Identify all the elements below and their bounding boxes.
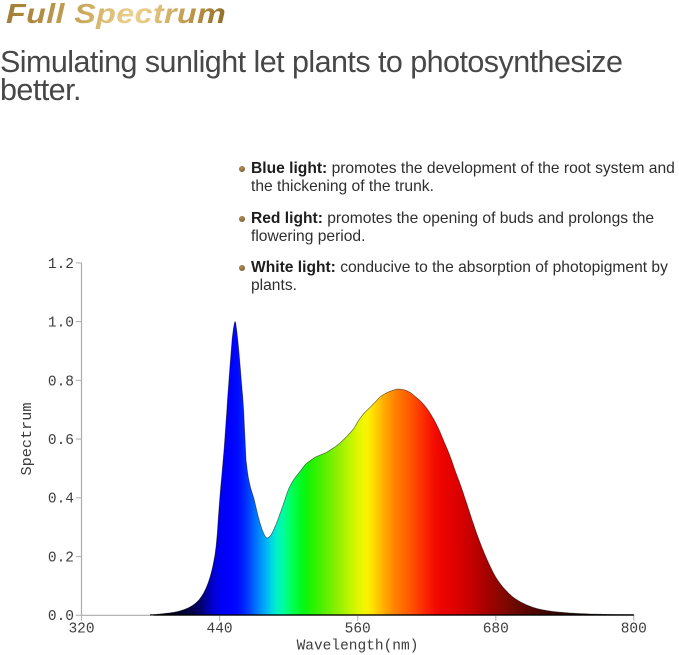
svg-text:1.2: 1.2 [48,257,74,273]
svg-text:800: 800 [621,622,647,638]
svg-text:320: 320 [68,622,94,638]
svg-text:0.2: 0.2 [48,551,74,567]
svg-text:0.4: 0.4 [48,492,74,508]
svg-text:Wavelength(nm): Wavelength(nm) [297,639,419,655]
svg-text:0.0: 0.0 [48,609,74,625]
svg-text:560: 560 [345,622,371,638]
svg-text:440: 440 [207,622,233,638]
svg-text:0.6: 0.6 [48,433,74,449]
svg-text:Spectrum: Spectrum [18,403,36,476]
svg-text:680: 680 [483,622,509,638]
svg-text:0.8: 0.8 [48,374,74,390]
svg-text:1.0: 1.0 [48,316,74,332]
